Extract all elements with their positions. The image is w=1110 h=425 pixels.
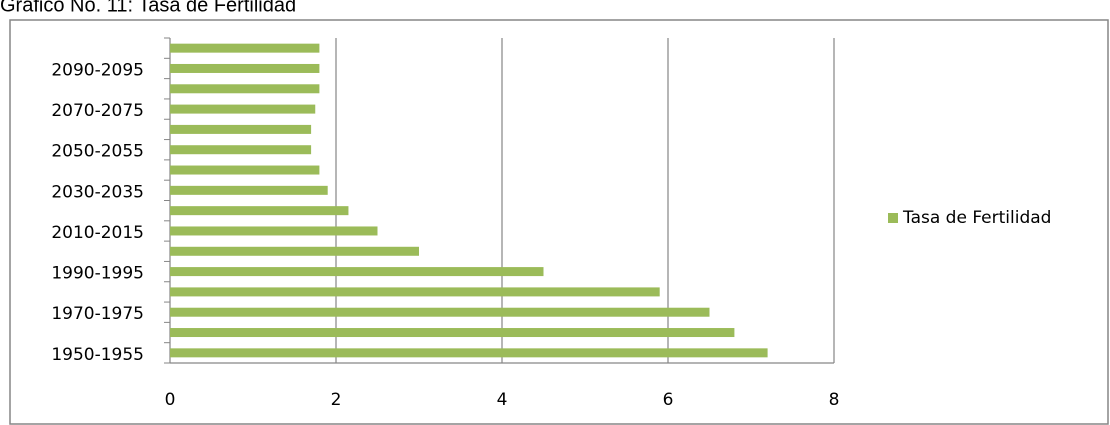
y-tick-label: 2070-2075: [51, 101, 144, 121]
bar: [170, 267, 544, 277]
bar: [170, 328, 735, 338]
y-tick-label: 1950-1955: [51, 345, 144, 365]
bar: [170, 287, 660, 297]
y-tick-label: 2050-2055: [51, 142, 144, 162]
bar: [170, 63, 320, 73]
y-tick-label: 1990-1995: [51, 264, 144, 284]
x-tick-label: 2: [331, 390, 342, 410]
x-tick-label: 8: [829, 390, 840, 410]
legend-label: Tasa de Fertilidad: [902, 208, 1051, 228]
bar: [170, 348, 768, 358]
bar: [170, 104, 316, 114]
x-tick-label: 6: [663, 390, 674, 410]
y-tick-label: 2090-2095: [51, 60, 144, 80]
bar: [170, 185, 328, 195]
bar: [170, 145, 312, 155]
y-tick-label: 2010-2015: [51, 223, 144, 243]
x-tick-label: 0: [165, 390, 176, 410]
bar: [170, 43, 320, 53]
legend-swatch: [888, 213, 898, 223]
x-tick-label: 4: [497, 390, 508, 410]
bar: [170, 84, 320, 94]
bar: [170, 165, 320, 175]
bar: [170, 246, 419, 256]
y-tick-label: 1970-1975: [51, 304, 144, 324]
bar: [170, 206, 349, 216]
y-tick-label: 2030-2035: [51, 182, 144, 202]
bar: [170, 307, 710, 317]
bar: [170, 124, 312, 134]
bar: [170, 226, 378, 236]
chart-title: Gráfico No. 11: Tasa de Fertilidad: [0, 0, 296, 16]
